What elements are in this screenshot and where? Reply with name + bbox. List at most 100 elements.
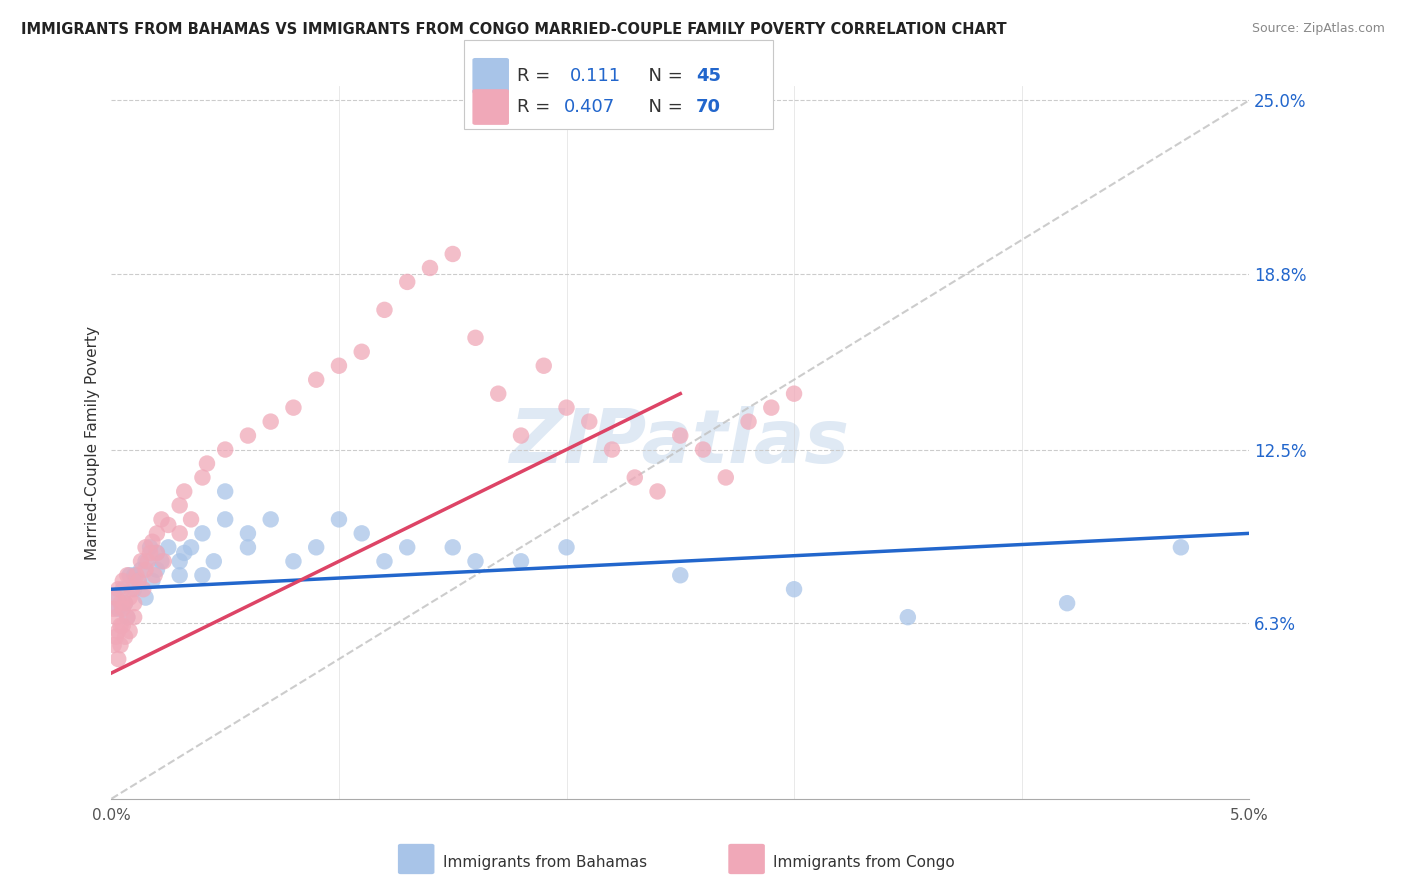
Point — [111, 601, 134, 615]
Point — [283, 554, 305, 568]
Point — [191, 568, 214, 582]
Point — [669, 568, 692, 582]
Point — [129, 554, 152, 568]
Point — [283, 401, 305, 415]
Point — [111, 574, 134, 588]
Point — [136, 554, 159, 568]
Point — [236, 526, 259, 541]
Text: ZIPatlas: ZIPatlas — [510, 406, 851, 479]
Text: N =: N = — [637, 67, 689, 85]
Point — [141, 574, 163, 588]
Point — [118, 624, 141, 639]
Point — [441, 541, 464, 555]
Point — [180, 541, 202, 555]
Point — [117, 610, 139, 624]
Point — [157, 541, 180, 555]
Point — [104, 630, 127, 644]
Y-axis label: Married-Couple Family Poverty: Married-Couple Family Poverty — [86, 326, 100, 559]
Point — [169, 526, 191, 541]
Point — [305, 373, 328, 387]
Point — [135, 541, 157, 555]
Point — [202, 554, 225, 568]
Point — [107, 652, 129, 666]
Text: Immigrants from Bahamas: Immigrants from Bahamas — [443, 855, 647, 870]
Point — [135, 554, 157, 568]
Point — [647, 484, 669, 499]
Point — [143, 568, 166, 582]
Point — [555, 401, 578, 415]
Point — [103, 638, 125, 652]
Point — [1056, 596, 1078, 610]
Point — [555, 541, 578, 555]
Point — [623, 470, 645, 484]
Point — [152, 554, 174, 568]
Point — [897, 610, 920, 624]
Point — [783, 582, 806, 597]
Point — [122, 596, 145, 610]
Point — [129, 563, 152, 577]
Point — [180, 512, 202, 526]
Point — [214, 512, 236, 526]
Point — [195, 457, 218, 471]
Point — [104, 591, 127, 605]
Point — [117, 610, 139, 624]
Point — [128, 574, 150, 588]
Point — [139, 546, 162, 560]
Point — [578, 415, 600, 429]
Point — [135, 591, 157, 605]
Point — [669, 428, 692, 442]
Point — [486, 386, 509, 401]
Point — [714, 470, 737, 484]
Point — [169, 554, 191, 568]
Point — [169, 568, 191, 582]
Point — [150, 554, 173, 568]
Point — [111, 582, 134, 597]
Point — [214, 484, 236, 499]
Point — [236, 428, 259, 442]
Point — [114, 630, 136, 644]
Point — [419, 260, 441, 275]
Point — [150, 512, 173, 526]
Point — [146, 526, 169, 541]
Point — [373, 302, 395, 317]
Point — [110, 596, 132, 610]
Point — [103, 601, 125, 615]
Point — [373, 554, 395, 568]
Point — [464, 554, 486, 568]
Point — [122, 568, 145, 582]
Point — [191, 526, 214, 541]
Text: IMMIGRANTS FROM BAHAMAS VS IMMIGRANTS FROM CONGO MARRIED-COUPLE FAMILY POVERTY C: IMMIGRANTS FROM BAHAMAS VS IMMIGRANTS FR… — [21, 22, 1007, 37]
Point — [464, 331, 486, 345]
Point — [1170, 541, 1192, 555]
Point — [104, 591, 127, 605]
Point — [350, 344, 373, 359]
Point — [118, 591, 141, 605]
Text: R =: R = — [517, 98, 557, 116]
Point — [107, 601, 129, 615]
Point — [236, 541, 259, 555]
Point — [110, 638, 132, 652]
Point — [510, 554, 533, 568]
Text: Immigrants from Congo: Immigrants from Congo — [773, 855, 955, 870]
Text: 70: 70 — [696, 98, 721, 116]
Point — [117, 568, 139, 582]
Text: 0.407: 0.407 — [564, 98, 614, 116]
Point — [214, 442, 236, 457]
Text: Source: ZipAtlas.com: Source: ZipAtlas.com — [1251, 22, 1385, 36]
Point — [121, 582, 143, 597]
Point — [114, 596, 136, 610]
Point — [396, 541, 419, 555]
Point — [328, 512, 350, 526]
Point — [125, 568, 148, 582]
Point — [761, 401, 783, 415]
Point — [260, 415, 283, 429]
Point — [141, 534, 163, 549]
Point — [600, 442, 623, 457]
Point — [173, 484, 195, 499]
Point — [104, 610, 127, 624]
Point — [350, 526, 373, 541]
Point — [122, 610, 145, 624]
Point — [169, 499, 191, 513]
Point — [114, 596, 136, 610]
Point — [146, 546, 169, 560]
